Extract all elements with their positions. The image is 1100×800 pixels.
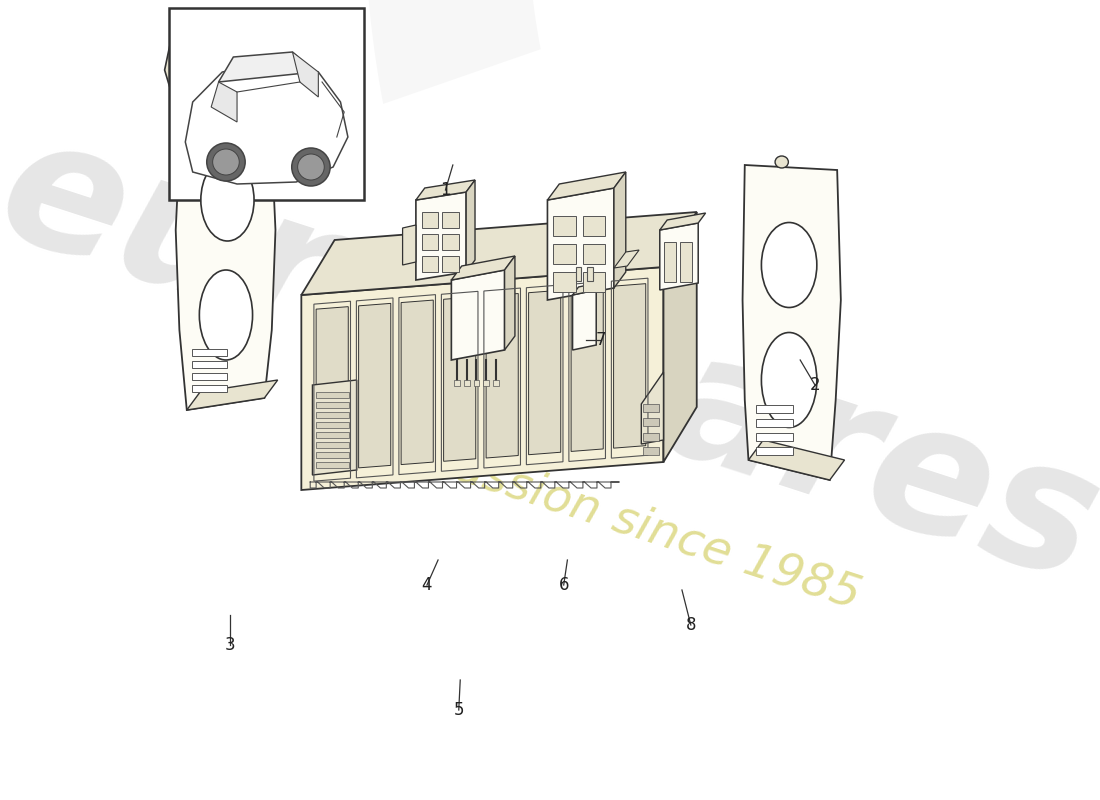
Ellipse shape xyxy=(776,156,789,168)
Polygon shape xyxy=(187,380,277,410)
FancyBboxPatch shape xyxy=(583,216,605,236)
Polygon shape xyxy=(219,52,315,82)
Polygon shape xyxy=(301,267,663,490)
FancyBboxPatch shape xyxy=(421,234,438,250)
Polygon shape xyxy=(573,290,596,350)
FancyBboxPatch shape xyxy=(464,380,470,386)
FancyBboxPatch shape xyxy=(192,373,228,380)
Polygon shape xyxy=(571,287,603,451)
FancyBboxPatch shape xyxy=(583,244,605,264)
FancyBboxPatch shape xyxy=(642,403,659,411)
Polygon shape xyxy=(663,212,696,462)
FancyBboxPatch shape xyxy=(442,256,459,272)
FancyBboxPatch shape xyxy=(681,242,692,282)
Text: 5: 5 xyxy=(453,701,464,719)
FancyBboxPatch shape xyxy=(421,256,438,272)
Polygon shape xyxy=(364,0,943,104)
FancyBboxPatch shape xyxy=(553,216,575,236)
Polygon shape xyxy=(403,225,416,265)
FancyBboxPatch shape xyxy=(664,242,676,282)
FancyBboxPatch shape xyxy=(316,442,350,448)
Polygon shape xyxy=(548,172,626,200)
FancyBboxPatch shape xyxy=(583,272,605,292)
Ellipse shape xyxy=(212,149,240,175)
FancyBboxPatch shape xyxy=(493,380,498,386)
FancyBboxPatch shape xyxy=(442,234,459,250)
Bar xyxy=(169,8,364,200)
Polygon shape xyxy=(316,306,349,471)
Polygon shape xyxy=(176,107,275,410)
Polygon shape xyxy=(443,297,476,462)
Text: 4: 4 xyxy=(421,576,432,594)
Text: 7: 7 xyxy=(595,331,606,349)
Polygon shape xyxy=(416,192,466,280)
FancyBboxPatch shape xyxy=(642,418,659,426)
Polygon shape xyxy=(660,213,705,230)
FancyBboxPatch shape xyxy=(483,380,490,386)
FancyBboxPatch shape xyxy=(316,462,350,468)
Text: 8: 8 xyxy=(685,616,696,634)
Polygon shape xyxy=(548,188,614,300)
FancyBboxPatch shape xyxy=(553,244,575,264)
Polygon shape xyxy=(614,172,626,288)
FancyBboxPatch shape xyxy=(575,267,582,281)
Polygon shape xyxy=(165,15,287,115)
FancyBboxPatch shape xyxy=(473,380,480,386)
Text: 1: 1 xyxy=(440,181,451,199)
Polygon shape xyxy=(451,256,515,280)
FancyBboxPatch shape xyxy=(756,447,793,455)
Polygon shape xyxy=(416,180,475,200)
Polygon shape xyxy=(505,256,515,350)
FancyBboxPatch shape xyxy=(316,452,350,458)
FancyBboxPatch shape xyxy=(192,385,228,392)
Polygon shape xyxy=(451,270,505,360)
FancyBboxPatch shape xyxy=(316,392,350,398)
Text: eurospares: eurospares xyxy=(0,100,1100,620)
FancyBboxPatch shape xyxy=(192,361,228,368)
FancyBboxPatch shape xyxy=(316,402,350,408)
Polygon shape xyxy=(486,294,518,458)
Polygon shape xyxy=(748,440,845,480)
FancyBboxPatch shape xyxy=(316,412,350,418)
Ellipse shape xyxy=(761,222,817,307)
Polygon shape xyxy=(402,300,433,465)
FancyBboxPatch shape xyxy=(756,419,793,427)
FancyBboxPatch shape xyxy=(587,267,593,281)
FancyBboxPatch shape xyxy=(642,447,659,455)
FancyBboxPatch shape xyxy=(192,349,228,356)
Polygon shape xyxy=(573,282,602,295)
FancyBboxPatch shape xyxy=(642,433,659,441)
Ellipse shape xyxy=(292,148,330,186)
Text: a passion since 1985: a passion since 1985 xyxy=(379,422,867,618)
FancyBboxPatch shape xyxy=(756,405,793,413)
Text: 3: 3 xyxy=(224,636,235,654)
FancyBboxPatch shape xyxy=(316,432,350,438)
FancyBboxPatch shape xyxy=(316,422,350,428)
Polygon shape xyxy=(529,290,561,454)
FancyBboxPatch shape xyxy=(756,433,793,441)
Polygon shape xyxy=(742,165,840,480)
Polygon shape xyxy=(211,82,236,122)
Ellipse shape xyxy=(201,159,254,241)
FancyBboxPatch shape xyxy=(442,212,459,228)
Polygon shape xyxy=(660,223,698,290)
Polygon shape xyxy=(466,180,475,272)
Text: 2: 2 xyxy=(810,376,821,394)
Polygon shape xyxy=(185,62,348,184)
FancyBboxPatch shape xyxy=(454,380,460,386)
Polygon shape xyxy=(614,250,639,268)
Polygon shape xyxy=(641,372,663,444)
Text: 6: 6 xyxy=(559,576,569,594)
Polygon shape xyxy=(293,52,318,97)
FancyBboxPatch shape xyxy=(421,212,438,228)
Polygon shape xyxy=(614,284,646,448)
Ellipse shape xyxy=(199,270,253,360)
Ellipse shape xyxy=(207,143,245,181)
Polygon shape xyxy=(301,212,696,295)
Polygon shape xyxy=(312,380,356,475)
Ellipse shape xyxy=(298,154,324,180)
Ellipse shape xyxy=(761,333,817,427)
Polygon shape xyxy=(359,303,390,468)
FancyBboxPatch shape xyxy=(553,272,575,292)
